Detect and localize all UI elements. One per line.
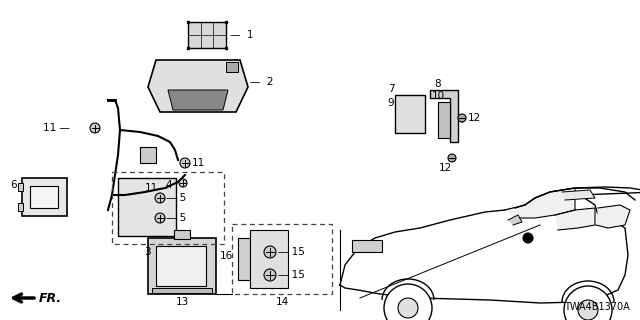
Polygon shape <box>148 60 248 112</box>
Bar <box>174 230 190 239</box>
Polygon shape <box>562 190 595 200</box>
Bar <box>152 288 212 293</box>
Text: — 5: — 5 <box>166 213 186 223</box>
Text: — 5: — 5 <box>166 193 186 203</box>
Text: TWA4B1370A: TWA4B1370A <box>564 302 630 312</box>
Polygon shape <box>505 188 575 218</box>
Bar <box>250 230 288 288</box>
Circle shape <box>264 269 276 281</box>
Polygon shape <box>596 205 630 228</box>
Bar <box>188 22 226 48</box>
Bar <box>352 240 382 252</box>
Circle shape <box>179 179 187 187</box>
Polygon shape <box>140 147 156 163</box>
Text: —  1: — 1 <box>230 30 253 40</box>
Bar <box>22 178 67 216</box>
Bar <box>112 172 224 244</box>
Text: 3: 3 <box>144 247 150 257</box>
Text: 12: 12 <box>468 113 481 123</box>
Text: 11—: 11— <box>145 183 168 193</box>
Text: 9: 9 <box>388 98 394 108</box>
Text: — 15: — 15 <box>278 270 305 280</box>
Circle shape <box>578 300 598 320</box>
Text: 10: 10 <box>431 91 445 101</box>
Bar <box>156 246 206 286</box>
Text: 6: 6 <box>11 180 17 190</box>
Bar <box>238 238 250 280</box>
Text: 16: 16 <box>220 251 233 261</box>
Circle shape <box>458 114 466 122</box>
Text: 11: 11 <box>192 158 205 168</box>
Bar <box>226 62 238 72</box>
Circle shape <box>180 158 190 168</box>
Text: 4: 4 <box>165 180 172 190</box>
Text: FR.: FR. <box>39 292 62 305</box>
Text: 7: 7 <box>388 84 394 94</box>
Text: 8: 8 <box>435 79 442 89</box>
Bar <box>118 178 176 236</box>
Text: — 15: — 15 <box>278 247 305 257</box>
Bar <box>232 224 332 294</box>
Polygon shape <box>438 102 450 138</box>
Polygon shape <box>168 90 228 110</box>
Polygon shape <box>508 215 522 225</box>
Bar <box>18 183 23 191</box>
Text: 11 —: 11 — <box>43 123 70 133</box>
Circle shape <box>155 213 165 223</box>
Bar <box>18 203 23 211</box>
Circle shape <box>448 154 456 162</box>
Polygon shape <box>340 187 640 303</box>
Circle shape <box>90 123 100 133</box>
Text: 12: 12 <box>438 163 452 173</box>
Circle shape <box>155 193 165 203</box>
Circle shape <box>398 298 418 318</box>
Circle shape <box>564 286 612 320</box>
Polygon shape <box>555 208 595 230</box>
Circle shape <box>384 284 432 320</box>
Polygon shape <box>430 90 458 142</box>
Text: 14: 14 <box>275 297 289 307</box>
Text: —  2: — 2 <box>250 77 273 87</box>
Circle shape <box>523 233 533 243</box>
Bar <box>395 95 425 133</box>
Bar <box>30 186 58 208</box>
Circle shape <box>264 246 276 258</box>
Bar <box>148 238 216 294</box>
Text: 13: 13 <box>175 297 189 307</box>
